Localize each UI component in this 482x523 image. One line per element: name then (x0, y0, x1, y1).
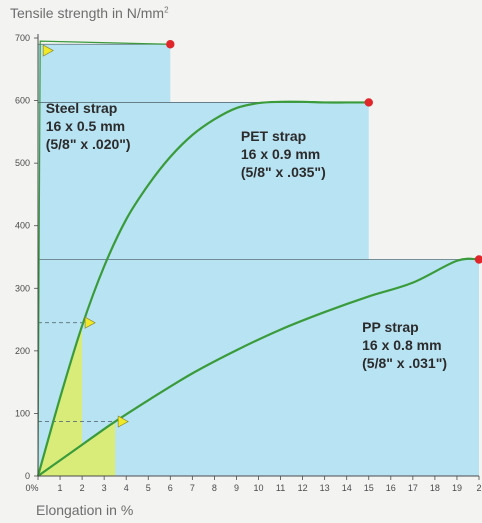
y-tick-label: 100 (15, 408, 30, 418)
x-tick-label: 10 (253, 483, 263, 493)
x-axis-title: Elongation in % (36, 502, 134, 518)
pet-label-line: (5/8" x .035") (241, 164, 326, 180)
x-tick-label: 17 (408, 483, 418, 493)
y-tick-label: 0 (25, 471, 30, 481)
x-tick-label: 1 (58, 483, 63, 493)
steel-yield-marker (42, 44, 54, 57)
x-tick-label: 14 (342, 483, 352, 493)
x-tick-label: 11 (276, 483, 285, 493)
x-tick-label: 0% (25, 483, 38, 493)
x-tick-label: 5 (146, 483, 151, 493)
pp-endpoint (474, 255, 482, 264)
x-tick-label: 8 (212, 483, 217, 493)
x-tick-label: 6 (168, 483, 173, 493)
pp-label-line: 16 x 0.8 mm (362, 337, 441, 353)
x-tick-label: 19 (452, 483, 462, 493)
x-tick-label: 13 (320, 483, 330, 493)
y-tick-label: 400 (15, 221, 30, 231)
steel-label-line: (5/8" x .020") (46, 136, 131, 152)
y-axis-title: Tensile strength in N/mm2 (10, 5, 169, 21)
pp-strap-line (37, 257, 480, 477)
pet-label-line: 16 x 0.9 mm (241, 146, 320, 162)
y-tick-label: 500 (15, 158, 30, 168)
x-tick-label: 9 (234, 483, 239, 493)
y-tick-label: 600 (15, 96, 30, 106)
pp-label-line: PP strap (362, 319, 419, 335)
x-tick-label: 16 (386, 483, 396, 493)
pet-endpoint (364, 98, 373, 107)
y-tick-label: 700 (15, 33, 30, 43)
x-tick-label: 3 (102, 483, 107, 493)
pet-label-line: PET strap (241, 128, 306, 144)
x-tick-label: 4 (124, 483, 129, 493)
pp-yield-marker (117, 415, 129, 428)
x-tick-label: 18 (430, 483, 440, 493)
steel-strap-line (37, 40, 171, 477)
steel-label-line: Steel strap (46, 100, 118, 116)
steel-label-line: 16 x 0.5 mm (46, 118, 125, 134)
pet-yield-marker (84, 316, 96, 329)
x-tick-label: 12 (298, 483, 308, 493)
x-tick-label: 7 (190, 483, 195, 493)
pet-strap-line (36, 100, 369, 477)
x-tick-label: 15 (364, 483, 374, 493)
pp-label-line: (5/8" x .031") (362, 355, 447, 371)
y-tick-label: 300 (15, 283, 30, 293)
y-tick-label: 200 (15, 346, 30, 356)
steel-endpoint (166, 40, 175, 49)
x-tick-label: 2 (476, 483, 481, 493)
x-tick-label: 2 (80, 483, 85, 493)
